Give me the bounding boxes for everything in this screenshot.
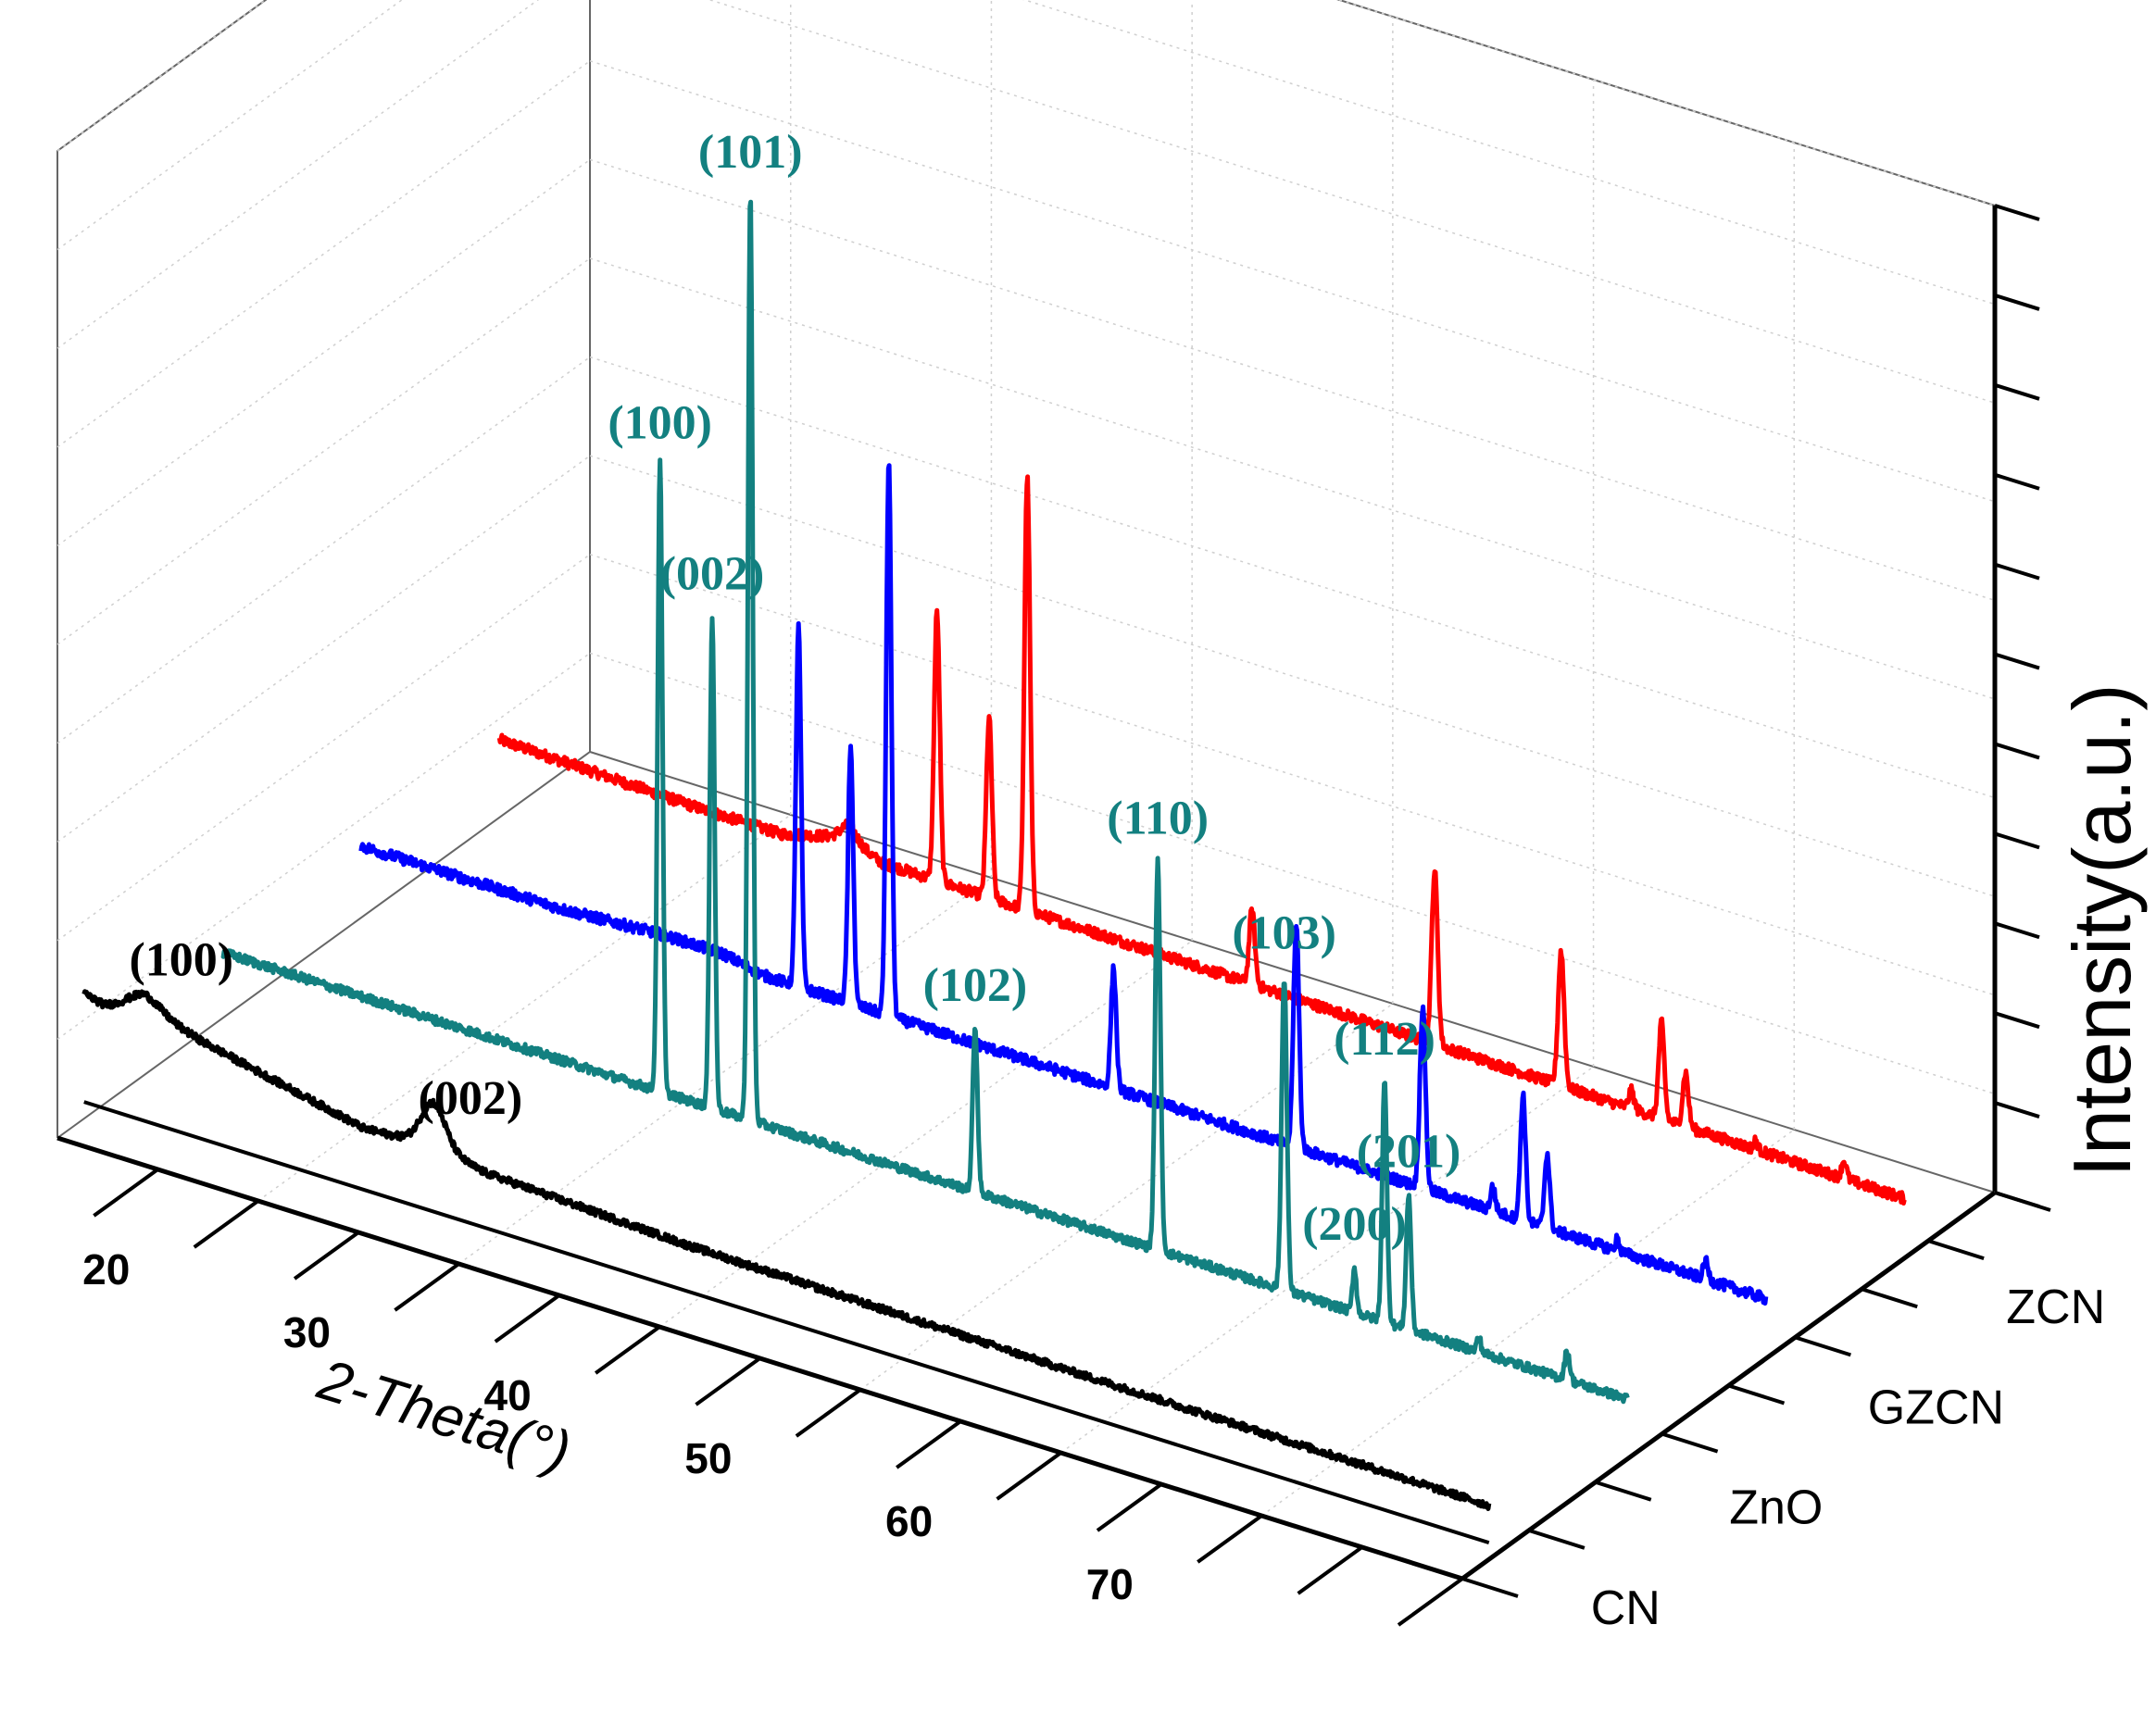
z-axis-tick bbox=[1994, 1101, 2040, 1118]
grid-line-floor bbox=[458, 877, 992, 1265]
cn-baseline bbox=[83, 1100, 1490, 1545]
grid-line-backwall bbox=[589, 60, 1996, 503]
grid-line-backwall bbox=[589, 554, 1996, 996]
x-axis-tick bbox=[1397, 1577, 1464, 1627]
grid-line-sidewall bbox=[56, 60, 591, 448]
cn-peak-label: (002) bbox=[419, 1072, 523, 1125]
series-name-label: GZCN bbox=[1868, 1381, 2004, 1434]
peak-label: (112) bbox=[1334, 1013, 1435, 1066]
grid-line-sidewall bbox=[56, 455, 591, 843]
depth-axis-tick bbox=[1595, 1480, 1652, 1502]
peak-label: (103) bbox=[1232, 906, 1336, 959]
series-name-label: ZnO bbox=[1729, 1481, 1823, 1535]
x-axis-tick bbox=[594, 1325, 661, 1375]
depth-axis-tick bbox=[1528, 1528, 1586, 1550]
x-tick-label: 70 bbox=[1086, 1560, 1134, 1608]
series-name-label: CN bbox=[1591, 1581, 1661, 1635]
z-axis-tick bbox=[1994, 1011, 2040, 1030]
x-tick-label: 60 bbox=[885, 1497, 933, 1545]
series-line-cn bbox=[81, 989, 1492, 1511]
x-tick-label: 20 bbox=[82, 1245, 130, 1293]
peak-label: (100) bbox=[608, 397, 712, 450]
axes bbox=[56, 204, 2051, 1627]
depth-axis-tick bbox=[1927, 1239, 1985, 1261]
grid-line-backwall bbox=[589, 257, 1996, 700]
z-axis-tick bbox=[1994, 294, 2040, 311]
x-axis-tick bbox=[1096, 1482, 1163, 1532]
x-axis-tick bbox=[93, 1168, 159, 1218]
x-axis-tick bbox=[795, 1388, 862, 1438]
peak-label: (101) bbox=[698, 126, 803, 179]
depth-axis-tick bbox=[1861, 1287, 1918, 1309]
x-tick-label: 30 bbox=[283, 1308, 331, 1356]
grid-line-backwall bbox=[589, 158, 1996, 602]
x-tick-label: 50 bbox=[684, 1434, 732, 1482]
grid-line-sidewall bbox=[56, 0, 540, 349]
peak-label: (102) bbox=[923, 959, 1028, 1012]
z-axis-tick bbox=[1994, 204, 2040, 221]
z-axis-tick bbox=[1994, 472, 2040, 491]
series-line-gzcn bbox=[358, 463, 1769, 1306]
grid-line-sidewall bbox=[56, 0, 404, 251]
grid-line-sidewall bbox=[56, 356, 591, 744]
z-axis-tick bbox=[1994, 831, 2040, 850]
x-axis-tick bbox=[1297, 1545, 1363, 1595]
z-axis-tick bbox=[1994, 652, 2040, 670]
floor-edge-left bbox=[56, 751, 591, 1139]
z-axis-tick bbox=[1994, 562, 2040, 581]
peak-labels: (100) (002) (101) (102) (110) (103) (200) (112)… bbox=[129, 126, 1460, 1251]
peak-label: (201) bbox=[1357, 1125, 1461, 1178]
grid-line-sidewall bbox=[56, 158, 591, 547]
grid-lines bbox=[56, 0, 1996, 1517]
series-name-label: ZCN bbox=[2006, 1281, 2105, 1334]
depth-axis-tick bbox=[1661, 1431, 1719, 1454]
grid-line-sidewall bbox=[56, 257, 591, 645]
grid-line-sidewall bbox=[56, 0, 268, 152]
x-axis-tick bbox=[896, 1419, 962, 1469]
grid-line-backwall bbox=[589, 356, 1996, 799]
series-traces bbox=[81, 199, 1907, 1545]
x-tick-label: 40 bbox=[484, 1371, 532, 1419]
z-axis-tick bbox=[1994, 382, 2040, 401]
grid-line-backwall bbox=[708, 0, 1996, 404]
x-axis-tick bbox=[193, 1199, 259, 1249]
series-line-zno bbox=[220, 199, 1630, 1405]
series-line-zcn bbox=[496, 474, 1907, 1206]
peak-label: (200) bbox=[1302, 1198, 1407, 1251]
z-axis-title: Intensity(a.u.) bbox=[2056, 683, 2148, 1177]
cn-peak-label: (100) bbox=[129, 933, 233, 986]
x-axis-tick bbox=[695, 1356, 761, 1406]
peak-label: (110) bbox=[1107, 793, 1209, 845]
z-axis-tick bbox=[1994, 742, 2040, 760]
peak-label: (002) bbox=[660, 548, 765, 601]
grid-line-backwall bbox=[589, 455, 1996, 897]
x-axis-tick bbox=[494, 1293, 560, 1343]
grid-line-backwall bbox=[589, 652, 1996, 1095]
z-axis-tick bbox=[1994, 921, 2040, 940]
grid-line-floor bbox=[859, 1003, 1394, 1391]
depth-axis-tick bbox=[1461, 1577, 1519, 1598]
x-axis-tick bbox=[1197, 1514, 1263, 1564]
depth-axis-tick bbox=[1727, 1383, 1786, 1406]
z-axis-tick bbox=[1994, 1191, 2040, 1208]
x-axis-title: 2-Theta(°) bbox=[310, 1347, 578, 1484]
x-axis-tick bbox=[293, 1231, 360, 1281]
depth-axis-tick bbox=[1794, 1335, 1851, 1357]
x-axis-tick bbox=[394, 1262, 460, 1312]
grid-line-backwall bbox=[1022, 0, 1996, 306]
x-axis-tick bbox=[996, 1451, 1062, 1501]
